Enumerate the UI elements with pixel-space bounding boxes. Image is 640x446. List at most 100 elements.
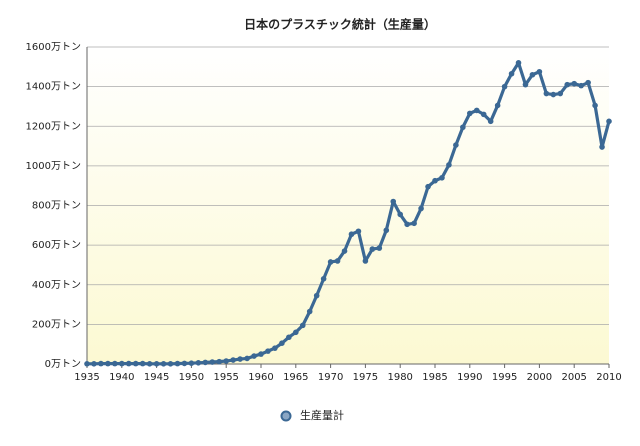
data-point [355,228,362,235]
data-point [119,360,125,367]
data-point [195,360,202,366]
data-point [153,361,160,367]
x-tick-label: 2000 [527,372,552,383]
data-point [202,359,209,366]
y-tick-label: 800万トン [32,201,81,212]
data-point [251,353,257,359]
data-point [376,245,383,251]
data-point [160,361,167,367]
data-point [369,246,376,252]
data-point [480,111,487,118]
y-tick-label: 600万トン [32,240,81,251]
data-point [592,102,598,109]
data-point [293,329,299,336]
data-point [599,144,605,150]
data-point [404,221,410,228]
x-tick-label: 1960 [248,372,273,383]
data-point [522,81,529,88]
data-point [341,248,348,254]
data-point [209,359,216,365]
data-point [473,107,480,114]
x-tick-label: 1945 [144,372,169,383]
data-point [265,348,271,354]
data-point [467,110,473,117]
data-point [306,308,313,315]
data-point [230,357,236,363]
x-tick-label: 1995 [492,372,517,383]
data-point [327,259,334,265]
data-point [453,142,459,148]
data-point [112,360,118,367]
data-point [320,276,327,282]
data-point [501,83,508,90]
data-point [272,345,278,351]
data-point [362,258,369,264]
data-point [132,360,139,367]
data-point [578,82,584,89]
data-point [105,360,111,367]
data-point [244,355,250,362]
data-point [543,90,550,97]
data-point [299,322,306,329]
data-point [460,124,466,131]
data-point [98,360,104,367]
x-tick-label: 1970 [318,372,343,383]
data-point [508,70,515,77]
data-point [279,340,285,346]
data-point [181,360,188,367]
x-tick-label: 1985 [422,372,447,383]
data-line [87,61,611,366]
chart-title: 日本のプラスチック統計（生産量） [244,17,436,32]
data-point [188,360,195,367]
data-point [571,80,577,87]
x-tick-label: 1965 [283,372,308,383]
data-point [411,220,417,227]
data-point [334,258,341,264]
data-point [557,90,564,97]
x-tick-label: 2010 [596,372,621,383]
x-tick-label: 1955 [213,372,238,383]
x-tick-label: 1990 [457,372,482,383]
data-point [139,360,146,367]
y-tick-label: 1600万トン [26,42,81,53]
data-point [84,361,90,367]
x-tick-label: 1940 [109,372,134,383]
data-point [258,351,264,357]
data-point [286,334,292,341]
legend-label: 生産量計 [300,408,344,422]
data-point [425,183,431,190]
data-point [585,79,591,86]
data-point [564,81,571,88]
data-point [390,198,397,205]
data-point [515,60,522,66]
data-point [439,174,445,181]
data-point [223,358,229,364]
legend-marker [280,410,292,422]
y-tick-label: 400万トン [32,280,81,291]
data-point [432,177,438,184]
data-point [494,102,501,109]
data-point [174,360,181,367]
data-point [418,205,424,212]
x-tick-label: 1950 [179,372,204,383]
x-tick-label: 1980 [387,372,412,383]
data-point [383,227,390,234]
y-tick-label: 1200万トン [26,121,81,132]
y-tick-label: 1400万トン [26,82,81,93]
y-tick-label: 0万トン [45,359,81,370]
data-point [487,118,494,125]
data-point [167,361,174,367]
x-tick-label: 1935 [74,372,99,383]
data-point [91,361,97,367]
data-point [536,68,543,75]
data-point [313,292,320,299]
data-point [146,361,153,367]
y-tick-label: 200万トン [32,319,81,330]
data-point [216,358,223,365]
x-tick-label: 2005 [561,372,586,383]
y-tick-label: 1000万トン [26,161,81,172]
data-point [397,211,404,218]
data-point [529,71,536,78]
data-point [446,162,452,168]
